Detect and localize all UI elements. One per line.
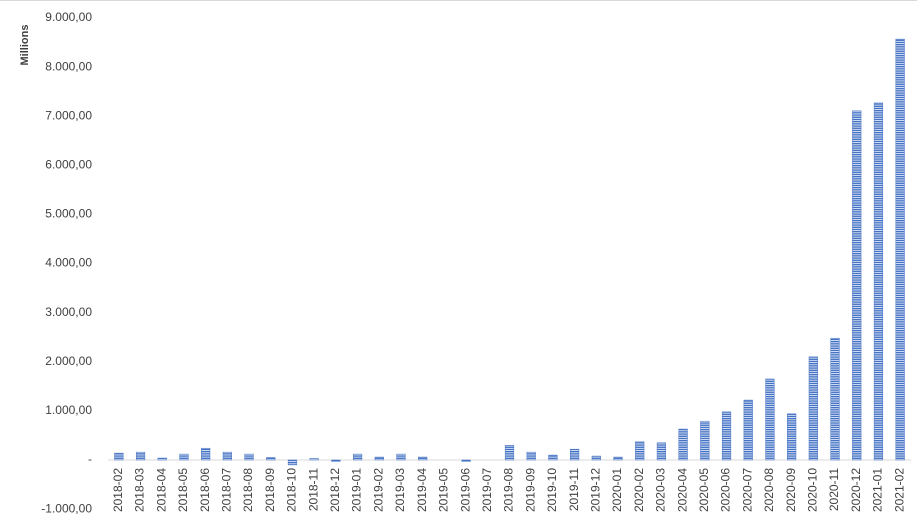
bar [743, 399, 753, 461]
bar [309, 458, 319, 461]
bar [808, 356, 818, 461]
x-tick-label: 2020-02 [632, 468, 646, 512]
x-tick-label: 2019-04 [415, 468, 429, 512]
bar [570, 448, 580, 461]
bar [157, 457, 167, 461]
x-tick-label: 2020-11 [827, 468, 841, 511]
x-tick-label: 2018-06 [198, 468, 212, 512]
bar [222, 451, 232, 461]
x-tick-label: 2018-04 [154, 468, 168, 512]
x-tick-label: 2018-09 [263, 468, 277, 512]
bar [331, 459, 341, 462]
bar [396, 453, 406, 461]
bar [374, 456, 384, 461]
bar [461, 459, 471, 462]
bar [852, 110, 862, 461]
bar [678, 428, 688, 461]
bar [830, 337, 840, 461]
x-tick-label: 2018-12 [328, 468, 342, 512]
x-tick-label: 2019-10 [545, 468, 559, 512]
bar [244, 453, 254, 461]
y-tick-label: 2.000,00 [45, 354, 92, 368]
x-tick-label: 2018-03 [133, 468, 147, 512]
bar [721, 411, 732, 461]
bar [526, 451, 536, 461]
x-tick-label: 2018-05 [176, 468, 190, 512]
x-tick-label: 2021-02 [892, 468, 906, 512]
bar [287, 459, 298, 466]
x-tick-label: 2020-06 [719, 468, 733, 512]
x-tick-label: 2018-02 [111, 468, 125, 512]
y-tick-label: 3.000,00 [45, 305, 92, 319]
bar [765, 378, 775, 461]
x-tick-label: 2019-01 [350, 468, 364, 512]
x-tick-label: 2018-08 [241, 468, 255, 512]
y-tick-label: 6.000,00 [45, 158, 92, 172]
x-tick-label: 2019-03 [393, 468, 407, 512]
x-tick-label: 2018-10 [285, 468, 299, 512]
x-tick-label: 2020-05 [697, 468, 711, 512]
x-tick-label: 2019-08 [502, 468, 516, 512]
x-tick-label: 2020-03 [654, 468, 668, 512]
x-tick-label: 2019-06 [458, 468, 472, 512]
bar [873, 102, 884, 461]
y-tick-label: 7.000,00 [45, 108, 92, 122]
bar [591, 455, 601, 461]
bar [700, 420, 710, 461]
bar [613, 456, 623, 461]
bar [504, 445, 515, 461]
bar [201, 447, 211, 461]
bar [114, 452, 124, 461]
bar [179, 453, 189, 461]
x-tick-label: 2020-10 [806, 468, 820, 512]
x-tick-label: 2019-07 [480, 468, 494, 512]
x-tick-label: 2018-11 [306, 468, 320, 511]
y-tick-label: 9.000,00 [45, 10, 92, 24]
bar [656, 442, 667, 461]
bar [548, 454, 558, 461]
x-tick-label: 2019-02 [371, 468, 385, 512]
y-tick-label: 4.000,00 [45, 256, 92, 270]
x-tick-label: 2019-05 [437, 468, 451, 512]
y-axis-label: Millions [19, 25, 31, 66]
bar [635, 441, 645, 461]
bar [418, 456, 428, 461]
x-tick-label: 2020-04 [675, 468, 689, 512]
y-tick-label: 5.000,00 [45, 207, 92, 221]
bar [895, 38, 905, 461]
x-tick-label: 2020-09 [784, 468, 798, 512]
x-tick-label: 2019-11 [567, 468, 581, 511]
bar [787, 413, 797, 461]
bar [266, 457, 276, 461]
bar [352, 453, 363, 461]
x-tick-label: 2019-12 [588, 468, 602, 512]
x-tick-label: 2021-01 [871, 468, 885, 512]
y-tick-label: -1.000,00 [41, 501, 92, 515]
x-tick-label: 2019-09 [523, 468, 537, 512]
x-tick-label: 2020-01 [610, 468, 624, 512]
x-tick-label: 2020-12 [849, 468, 863, 512]
y-tick-label: 8.000,00 [45, 59, 92, 73]
y-tick-label: 1.000,00 [45, 403, 92, 417]
x-tick-label: 2020-07 [740, 468, 754, 512]
x-tick-label: 2020-08 [762, 468, 776, 512]
bar [135, 451, 146, 461]
x-tick-label: 2018-07 [220, 468, 234, 512]
y-tick-label: - [88, 452, 92, 466]
